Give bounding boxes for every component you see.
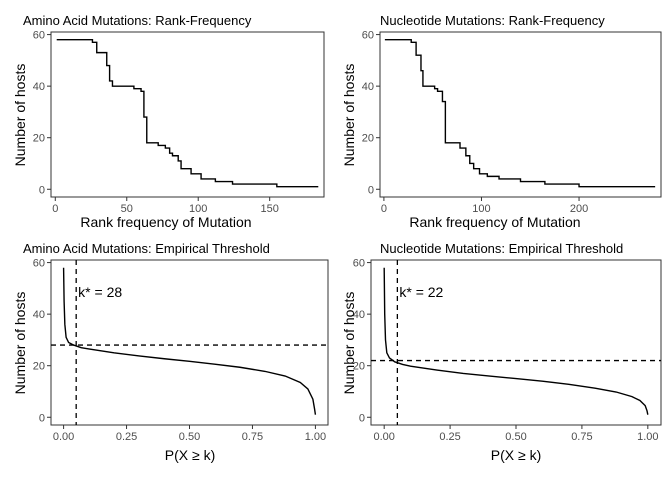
- x-tick-label: 0.75: [571, 431, 592, 443]
- y-tick-label: 20: [33, 361, 45, 373]
- panel-nt-rank-frequency: Nucleotide Mutations: Rank-Frequency 0 20…: [341, 13, 662, 230]
- y-axis-label: Number of hosts: [341, 292, 357, 395]
- x-tick-label: 100: [189, 203, 207, 215]
- y-tick-label: 0: [39, 412, 45, 424]
- x-axis-label: Rank frequency of Mutation: [80, 214, 251, 230]
- plot-border: [50, 31, 325, 198]
- y-tick-label: 60: [353, 258, 365, 270]
- series-line: [62, 267, 317, 415]
- x-tick-label: 0.00: [53, 431, 74, 443]
- x-axis: 0 100 200: [381, 197, 588, 215]
- y-tick-label: 40: [353, 309, 365, 321]
- y-tick-label: 40: [362, 81, 374, 93]
- y-axis: 0 20 40 60: [362, 30, 380, 196]
- panel-title: Amino Acid Mutations: Rank-Frequency: [23, 13, 252, 28]
- y-axis: 0 20 40 60: [353, 258, 371, 424]
- panel-title: Nucleotide Mutations: Empirical Threshol…: [380, 241, 623, 256]
- x-tick-label: 200: [570, 203, 588, 215]
- y-tick-label: 20: [33, 133, 45, 145]
- x-tick-label: 0.25: [116, 431, 137, 443]
- panel-aa-empirical-threshold: Amino Acid Mutations: Empirical Threshol…: [12, 241, 329, 463]
- panel-title: Amino Acid Mutations: Empirical Threshol…: [23, 241, 270, 256]
- plot-border: [379, 31, 662, 198]
- x-axis: 0.00 0.25 0.50 0.75 1.00: [53, 425, 326, 443]
- y-axis-label: Number of hosts: [12, 292, 28, 395]
- x-axis-label: P(X ≥ k): [165, 447, 215, 463]
- y-tick-label: 0: [39, 184, 45, 196]
- x-axis: 0.00 0.25 0.50 0.75 1.00: [373, 425, 659, 443]
- x-tick-label: 150: [261, 203, 279, 215]
- y-tick-label: 0: [368, 184, 374, 196]
- x-tick-label: 0: [52, 203, 58, 215]
- y-tick-label: 60: [362, 30, 374, 42]
- threshold-label: k* = 22: [399, 284, 443, 300]
- y-tick-label: 0: [359, 412, 365, 424]
- y-tick-label: 60: [33, 258, 45, 270]
- x-tick-label: 0.75: [242, 431, 263, 443]
- series-line: [384, 39, 656, 188]
- x-tick-label: 0.50: [505, 431, 526, 443]
- y-axis: 0 20 40 60: [33, 258, 51, 424]
- y-tick-label: 20: [353, 361, 365, 373]
- y-axis-label: Number of hosts: [12, 64, 28, 167]
- panel-aa-rank-frequency: Amino Acid Mutations: Rank-Frequency 0 20…: [12, 13, 325, 230]
- x-tick-label: 0.00: [373, 431, 394, 443]
- x-tick-label: 100: [472, 203, 490, 215]
- panel-title: Nucleotide Mutations: Rank-Frequency: [380, 13, 605, 28]
- series-line: [383, 267, 649, 415]
- panel-nt-empirical-threshold: Nucleotide Mutations: Empirical Threshol…: [341, 241, 662, 463]
- y-tick-label: 60: [33, 30, 45, 42]
- x-tick-label: 0.25: [439, 431, 460, 443]
- x-tick-label: 50: [121, 203, 133, 215]
- y-tick-label: 40: [33, 81, 45, 93]
- x-tick-label: 0.50: [179, 431, 200, 443]
- x-axis-label: Rank frequency of Mutation: [409, 214, 580, 230]
- threshold-label: k* = 28: [78, 284, 122, 300]
- y-axis: 0 20 40 60: [33, 30, 51, 196]
- series-line: [56, 39, 319, 188]
- y-tick-label: 40: [33, 309, 45, 321]
- x-tick-label: 1.00: [305, 431, 326, 443]
- x-axis: 0 50 100 150: [52, 197, 279, 215]
- x-tick-label: 0: [381, 203, 387, 215]
- x-axis-label: P(X ≥ k): [491, 447, 541, 463]
- x-tick-label: 1.00: [637, 431, 658, 443]
- y-axis-label: Number of hosts: [341, 64, 357, 167]
- y-tick-label: 20: [362, 133, 374, 145]
